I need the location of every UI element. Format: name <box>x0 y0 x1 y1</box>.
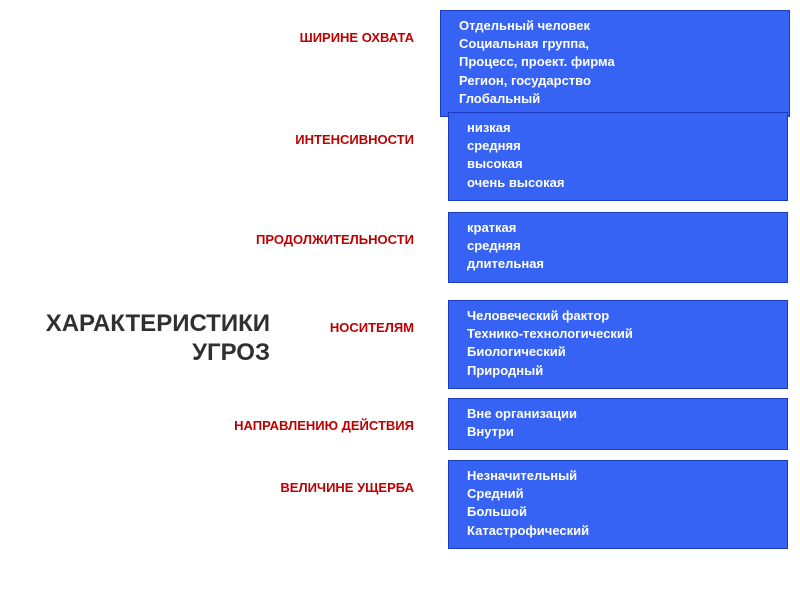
label-duration: ПРОДОЛЖИТЕЛЬНОСТИ <box>0 212 440 247</box>
list-item: Процесс, проект. фирма <box>459 53 771 71</box>
row-duration: ПРОДОЛЖИТЕЛЬНОСТИ краткая средняя длител… <box>0 212 800 283</box>
list-item: Биологический <box>467 343 769 361</box>
list-item: Незначительный <box>467 467 769 485</box>
list-item: Отдельный человек <box>459 17 771 35</box>
box-direction: Вне организации Внутри <box>448 398 788 450</box>
list-item: Глобальный <box>459 90 771 108</box>
box-scope: Отдельный человек Социальная группа, Про… <box>440 10 790 117</box>
list-item: Технико-технологический <box>467 325 769 343</box>
list-item: Социальная группа, <box>459 35 771 53</box>
row-intensity: ИНТЕНСИВНОСТИ низкая средняя высокая оче… <box>0 112 800 201</box>
label-direction: НАПРАВЛЕНИЮ ДЕЙСТВИЯ <box>0 398 440 433</box>
label-carriers: НОСИТЕЛЯМ <box>0 300 440 335</box>
list-item: длительная <box>467 255 769 273</box>
list-item: Катастрофический <box>467 522 769 540</box>
list-item: средняя <box>467 137 769 155</box>
list-item: средняя <box>467 237 769 255</box>
list-item: Вне организации <box>467 405 769 423</box>
label-scope: ШИРИНЕ ОХВАТА <box>0 10 440 45</box>
list-item: Внутри <box>467 423 769 441</box>
list-item: высокая <box>467 155 769 173</box>
list-item: Средний <box>467 485 769 503</box>
box-duration: краткая средняя длительная <box>448 212 788 283</box>
list-item: краткая <box>467 219 769 237</box>
list-item: Природный <box>467 362 769 380</box>
label-damage: ВЕЛИЧИНЕ УЩЕРБА <box>0 460 440 495</box>
row-damage: ВЕЛИЧИНЕ УЩЕРБА Незначительный Средний Б… <box>0 460 800 549</box>
list-item: Человеческий фактор <box>467 307 769 325</box>
list-item: низкая <box>467 119 769 137</box>
label-intensity: ИНТЕНСИВНОСТИ <box>0 112 440 147</box>
list-item: Большой <box>467 503 769 521</box>
diagram-container: ХАРАКТЕРИСТИКИ УГРОЗ ШИРИНЕ ОХВАТА Отдел… <box>0 0 800 600</box>
row-carriers: НОСИТЕЛЯМ Человеческий фактор Технико-те… <box>0 300 800 389</box>
box-carriers: Человеческий фактор Технико-технологичес… <box>448 300 788 389</box>
list-item: очень высокая <box>467 174 769 192</box>
box-damage: Незначительный Средний Большой Катастроф… <box>448 460 788 549</box>
box-intensity: низкая средняя высокая очень высокая <box>448 112 788 201</box>
row-direction: НАПРАВЛЕНИЮ ДЕЙСТВИЯ Вне организации Вну… <box>0 398 800 450</box>
row-scope: ШИРИНЕ ОХВАТА Отдельный человек Социальн… <box>0 10 800 117</box>
list-item: Регион, государство <box>459 72 771 90</box>
